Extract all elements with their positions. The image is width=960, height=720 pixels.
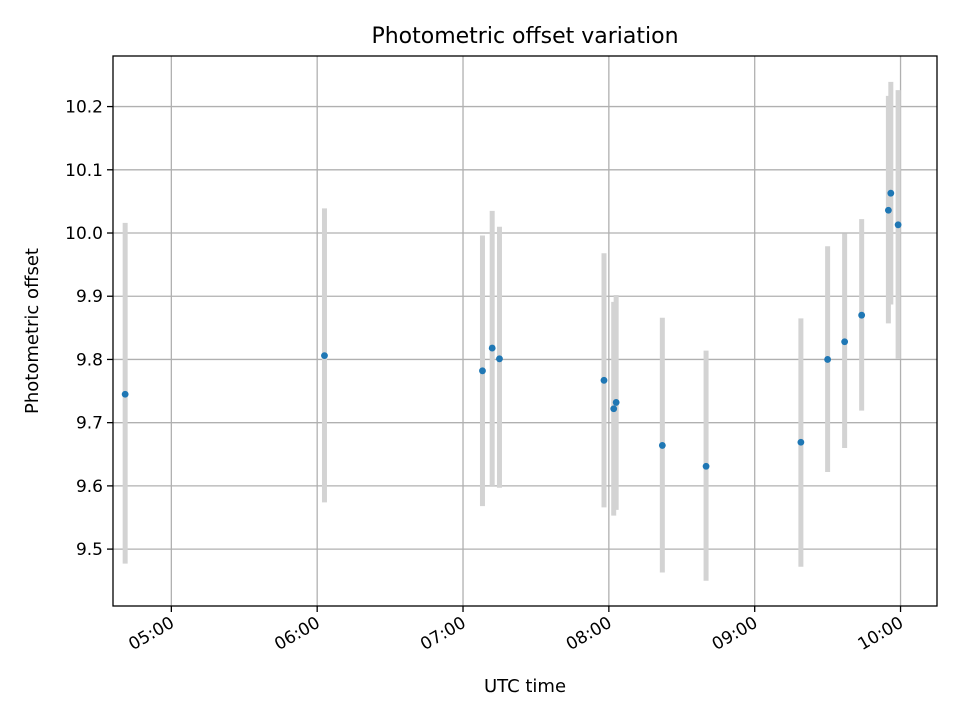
data-point: [600, 376, 608, 384]
y-tick-label: 9.7: [76, 414, 103, 434]
y-tick-label: 9.6: [76, 477, 103, 497]
data-point: [610, 405, 618, 413]
y-tick-label: 9.8: [76, 350, 103, 370]
data-point: [894, 221, 902, 229]
chart-title: Photometric offset variation: [371, 24, 678, 49]
data-point: [824, 356, 832, 363]
data-point: [841, 338, 849, 346]
data-point: [612, 399, 620, 406]
y-tick-label: 9.9: [76, 287, 103, 307]
y-axis-ticks: 9.5 9.6 9.7 9.8 9.9 10.0 10.1 10.2: [65, 98, 113, 560]
y-tick-label: 10.2: [65, 98, 103, 118]
data-point: [321, 352, 328, 360]
data-point: [887, 189, 895, 197]
data-point: [884, 206, 892, 214]
data-point: [479, 367, 486, 375]
data-point: [496, 355, 503, 363]
data-point: [702, 462, 710, 470]
data-point: [797, 438, 805, 446]
data-point: [121, 390, 129, 398]
point-layer: [121, 189, 902, 470]
data-point: [858, 311, 866, 319]
x-axis-label: UTC time: [484, 676, 566, 697]
plot-area-frame: [112, 55, 938, 607]
data-point: [488, 344, 496, 352]
y-tick-label: 10.0: [65, 224, 103, 244]
y-tick-label: 9.5: [76, 540, 103, 560]
data-point: [658, 442, 666, 449]
y-axis-label: Photometric offset: [22, 248, 43, 414]
y-tick-label: 10.1: [65, 161, 103, 181]
